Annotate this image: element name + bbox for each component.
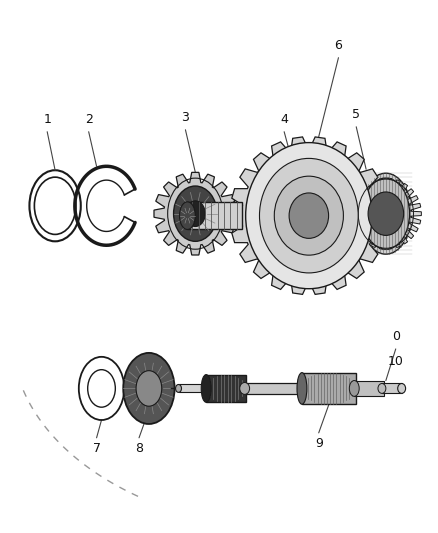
- Ellipse shape: [360, 173, 412, 254]
- Ellipse shape: [176, 384, 181, 392]
- Ellipse shape: [276, 182, 312, 230]
- Bar: [382, 384, 402, 393]
- Ellipse shape: [180, 202, 195, 230]
- Ellipse shape: [259, 158, 358, 273]
- Ellipse shape: [136, 370, 162, 406]
- Text: 8: 8: [135, 442, 143, 455]
- Ellipse shape: [88, 370, 115, 407]
- Ellipse shape: [274, 176, 343, 255]
- Bar: [354, 381, 384, 397]
- Ellipse shape: [289, 193, 328, 238]
- Ellipse shape: [173, 186, 217, 241]
- Bar: [179, 384, 208, 392]
- Ellipse shape: [34, 177, 76, 235]
- Polygon shape: [230, 137, 388, 294]
- Text: 1: 1: [43, 113, 51, 126]
- Ellipse shape: [246, 143, 372, 289]
- Text: 2: 2: [85, 113, 92, 126]
- Bar: [302, 373, 356, 404]
- Ellipse shape: [266, 168, 321, 243]
- Bar: [206, 375, 246, 402]
- Polygon shape: [154, 172, 237, 255]
- Ellipse shape: [362, 178, 410, 249]
- Ellipse shape: [185, 201, 205, 227]
- Ellipse shape: [378, 384, 386, 393]
- Text: 3: 3: [181, 111, 189, 124]
- Text: 9: 9: [315, 437, 323, 450]
- Ellipse shape: [350, 381, 359, 397]
- Text: 5: 5: [352, 108, 360, 121]
- Text: 6: 6: [335, 39, 343, 52]
- Ellipse shape: [368, 192, 404, 236]
- Ellipse shape: [123, 353, 175, 424]
- Text: 10: 10: [388, 355, 404, 368]
- Bar: [187, 202, 242, 230]
- Ellipse shape: [201, 375, 211, 402]
- Polygon shape: [350, 178, 421, 249]
- Ellipse shape: [398, 384, 406, 393]
- Text: 4: 4: [280, 113, 288, 126]
- Ellipse shape: [240, 383, 250, 394]
- Text: 0: 0: [392, 330, 400, 343]
- Bar: [245, 383, 304, 394]
- Ellipse shape: [297, 373, 307, 404]
- Text: 7: 7: [92, 442, 101, 455]
